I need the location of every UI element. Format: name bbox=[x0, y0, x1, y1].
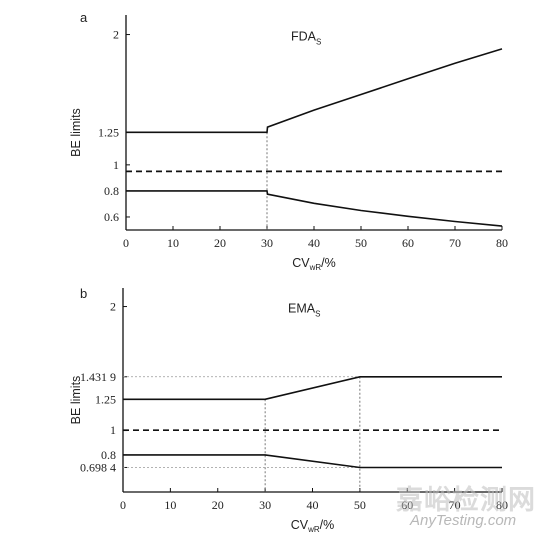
y-tick-label: 0.698 4 bbox=[80, 460, 116, 474]
y-tick-label: 0.6 bbox=[104, 210, 119, 224]
x-tick-label: 70 bbox=[449, 498, 461, 512]
y-axis-label: BE limits bbox=[69, 376, 83, 425]
series-line-solid bbox=[123, 375, 502, 401]
panel-letter: b bbox=[80, 286, 87, 301]
series-line-solid bbox=[123, 454, 502, 469]
y-tick-label: 2 bbox=[113, 28, 119, 42]
y-tick-label: 1.25 bbox=[98, 125, 119, 139]
x-tick-label: 80 bbox=[496, 498, 508, 512]
panel-letter: a bbox=[80, 10, 88, 25]
x-tick-label: 50 bbox=[354, 498, 366, 512]
y-tick-label: 1 bbox=[110, 423, 116, 437]
y-axis-label: BE limits bbox=[69, 108, 83, 157]
x-tick-label: 40 bbox=[307, 498, 319, 512]
watermark-en: AnyTesting.com bbox=[410, 512, 517, 529]
y-tick-label: 1 bbox=[113, 158, 119, 172]
y-tick-label: 0.8 bbox=[101, 448, 116, 462]
x-tick-label: 40 bbox=[308, 236, 320, 250]
chart-annotation: FDAS bbox=[291, 30, 321, 47]
x-tick-label: 20 bbox=[212, 498, 224, 512]
chart-panel-b: b 0 10 20 30 40 50 60 70 80 0.698 40.8 1 1.25 1.431 9… bbox=[69, 286, 508, 534]
x-tick-label: 10 bbox=[164, 498, 176, 512]
x-tick-label: 0 bbox=[123, 236, 129, 250]
y-tick-label: 2 bbox=[110, 300, 116, 314]
x-tick-label: 50 bbox=[355, 236, 367, 250]
x-tick-label: 30 bbox=[259, 498, 271, 512]
series-line-solid bbox=[126, 190, 503, 227]
x-tick-label: 20 bbox=[214, 236, 226, 250]
y-tick-label: 1.25 bbox=[95, 392, 116, 406]
x-axis-label: CVwR/% bbox=[291, 518, 335, 534]
y-tick-label: 1.431 9 bbox=[80, 370, 116, 384]
x-tick-label: 30 bbox=[261, 236, 273, 250]
series-line-solid bbox=[126, 48, 503, 134]
watermark-cn: 嘉峪检测网 bbox=[396, 485, 536, 516]
x-tick-label: 10 bbox=[167, 236, 179, 250]
chart-panel-a: a 0 10 20 30 40 50 60 70 80 0.6 0.8 1 1.25 2 FDAS CVwR/%… bbox=[69, 10, 508, 272]
y-tick-label: 0.8 bbox=[104, 184, 119, 198]
chart-annotation: EMAS bbox=[288, 302, 320, 319]
x-tick-label: 80 bbox=[496, 236, 508, 250]
x-tick-label: 60 bbox=[401, 498, 413, 512]
x-tick-label: 0 bbox=[120, 498, 126, 512]
x-tick-label: 60 bbox=[402, 236, 414, 250]
x-tick-label: 70 bbox=[449, 236, 461, 250]
x-axis-label: CVwR/% bbox=[292, 256, 336, 272]
